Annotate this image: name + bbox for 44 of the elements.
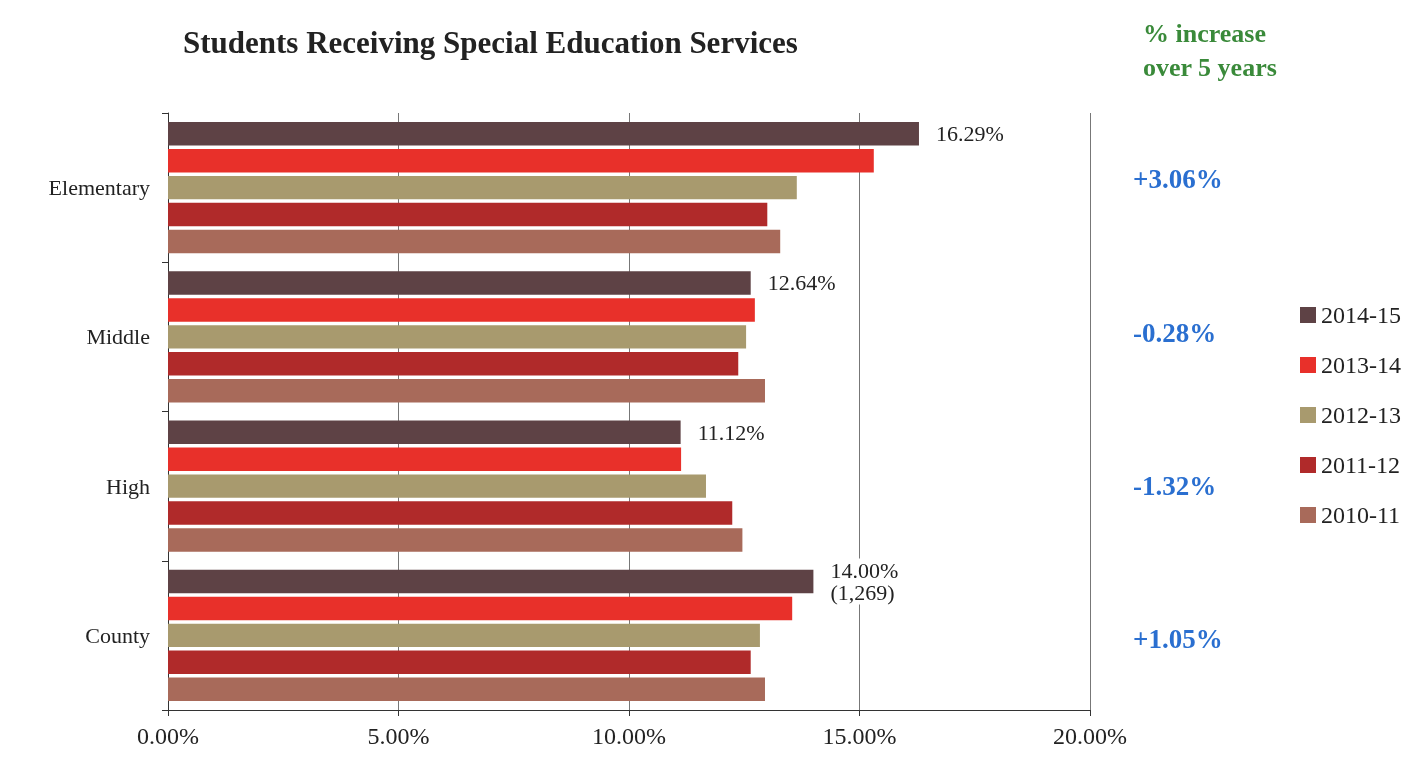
- y-tick-label: High: [106, 473, 150, 499]
- bar: [168, 677, 765, 702]
- y-tick-label: Elementary: [48, 175, 150, 201]
- text: -0.28%: [1133, 317, 1217, 348]
- text: +1.05%: [1133, 624, 1223, 655]
- y-tick-label: Middle: [86, 324, 150, 350]
- bar: [168, 650, 751, 675]
- bar: [168, 420, 681, 444]
- bar: [168, 229, 781, 254]
- legend-label: 2014-15: [1321, 302, 1402, 328]
- bar: [168, 298, 755, 322]
- bar: [168, 501, 733, 525]
- bar: [168, 379, 765, 403]
- x-tick-label: 20.00%: [1053, 723, 1127, 749]
- bar: [168, 447, 682, 471]
- data-label: 11.12%: [697, 419, 765, 445]
- chart-title: Students Receiving Special Education Services: [183, 25, 798, 60]
- y-tick-label: County: [85, 622, 150, 648]
- text: % increase over 5 years: [1143, 18, 1277, 82]
- x-tick-label: 15.00%: [822, 723, 897, 749]
- bar: [168, 352, 739, 376]
- legend-label: 2013-14: [1321, 352, 1402, 378]
- bar: [168, 148, 874, 173]
- bar: [168, 596, 793, 621]
- bar: [168, 325, 747, 349]
- bar: [168, 474, 706, 498]
- bar: [168, 623, 760, 648]
- x-tick-label: 5.00%: [367, 723, 430, 749]
- text: -1.32%: [1133, 470, 1217, 501]
- data-label: 12.64%: [767, 270, 836, 296]
- x-tick-label: 10.00%: [592, 723, 666, 749]
- legend-label: 2012-13: [1321, 402, 1402, 428]
- bar: [168, 569, 814, 594]
- data-label: 14.00% (1,269): [830, 557, 899, 605]
- data-label: 16.29%: [935, 121, 1004, 147]
- bar: [168, 175, 797, 200]
- bar: [168, 202, 768, 227]
- x-tick-label: 0.00%: [137, 723, 199, 749]
- legend-label: 2011-12: [1321, 452, 1401, 478]
- legend-label: 2010-11: [1321, 502, 1401, 528]
- bar: [168, 121, 919, 146]
- bar: [168, 528, 743, 552]
- bar: [168, 271, 751, 295]
- text: +3.06%: [1133, 164, 1223, 195]
